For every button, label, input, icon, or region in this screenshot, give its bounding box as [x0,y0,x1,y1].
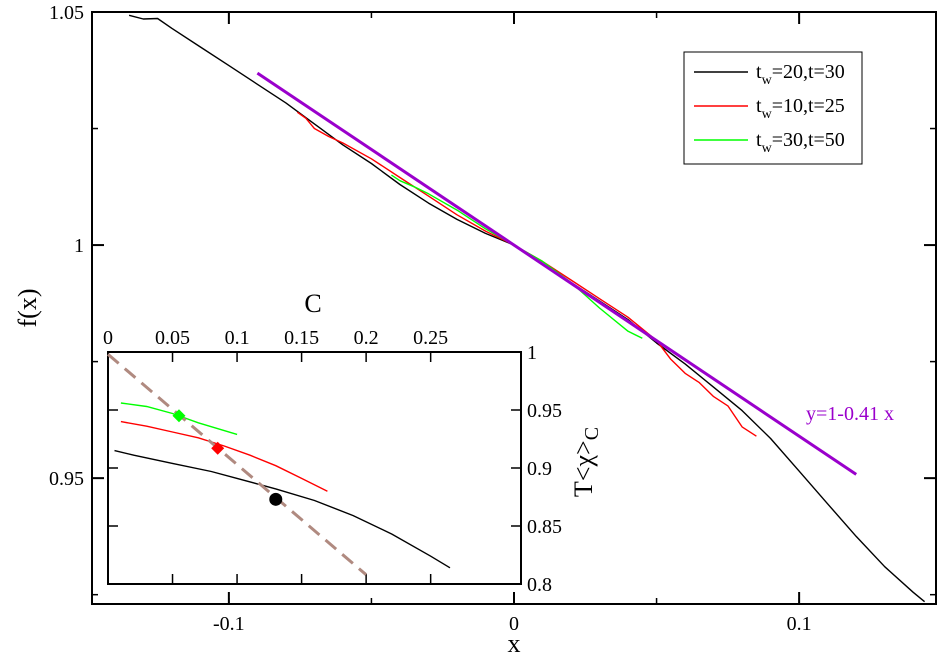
inset-series-line-3 [107,353,368,576]
legend-label-0: tw=20,t=30 [756,61,845,88]
inset-y-tick-label: 0.85 [527,516,562,538]
main-x-axis-label: x [508,629,521,657]
inset-x-tick-label: 0.15 [284,327,319,349]
main-x-tick-label: 0 [509,613,519,635]
main-axis-ticks: -0.1 0 0.1 0.95 1 1.05 [49,2,936,635]
inset-x-tick-label: 0 [103,327,113,349]
inset-x-tick-label: 0.05 [155,327,190,349]
legend: tw=20,t=30 tw=10,t=25 tw=30,t=50 [683,51,863,165]
inset-x-tick-label: 0.25 [413,327,448,349]
main-series-line-2 [391,174,643,339]
inset-marker-diamond-1 [211,441,225,455]
legend-label-2: tw=30,t=50 [756,129,845,156]
inset-series-group [107,353,451,576]
main-y-tick-label: 1 [74,235,84,257]
main-y-tick-label: 1.05 [49,2,84,24]
inset-y-axis-label: T<χ>C [569,427,603,497]
inset-series-line-2 [120,402,238,436]
main-series-group [128,14,926,603]
main-y-axis-label: f(x) [13,289,42,328]
inset-y-tick-label: 0.8 [527,574,552,596]
inset-x-tick-label: 0.2 [354,327,379,349]
main-x-tick-label: -0.1 [213,613,245,635]
inset-markers [172,409,283,506]
inset-y-label-lt: < [569,467,598,482]
inset-y-label-sub: C [581,427,603,440]
inset-y-label-gt: > [569,440,598,455]
main-y-tick-label: 0.95 [49,468,84,490]
inset-y-tick-label: 0.95 [527,400,562,422]
inset-series-line-0 [114,449,451,569]
legend-box [683,51,863,165]
legend-label-1: tw=10,t=25 [756,95,845,122]
inset-y-tick-label: 1 [527,342,537,364]
inset-y-label-chi: χ [569,455,598,468]
fit-line-annotation: y=1-0.41 x [806,403,894,425]
legend-items: tw=20,t=30 tw=10,t=25 tw=30,t=50 [694,61,845,156]
inset-plot-border [107,351,522,585]
inset-series-line-1 [120,420,328,492]
inset-x-tick-label: 0.1 [225,327,250,349]
inset-axis-ticks: 0 0.05 0.1 0.15 0.2 0.25 0.8 0.85 0.9 0.95 1 [103,327,562,596]
inset-marker-circle [269,492,283,506]
inset-marker-diamond-0 [172,409,186,423]
inset-y-tick-label: 0.9 [527,458,552,480]
main-series-line-3 [256,71,858,476]
inset-x-axis-label: C [304,289,321,318]
main-x-tick-label: 0.1 [787,613,812,635]
inset-y-label-main: T [569,481,598,497]
inset-plot-frame [107,351,522,585]
